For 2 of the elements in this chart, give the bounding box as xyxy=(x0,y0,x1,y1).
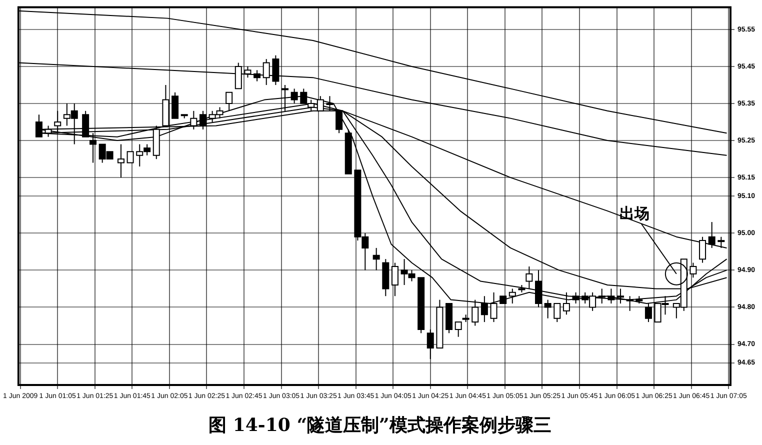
annotation: 出场 xyxy=(619,204,650,222)
text: 图 14-10 “隧道压制”模式操作案例步骤三 xyxy=(208,414,552,436)
